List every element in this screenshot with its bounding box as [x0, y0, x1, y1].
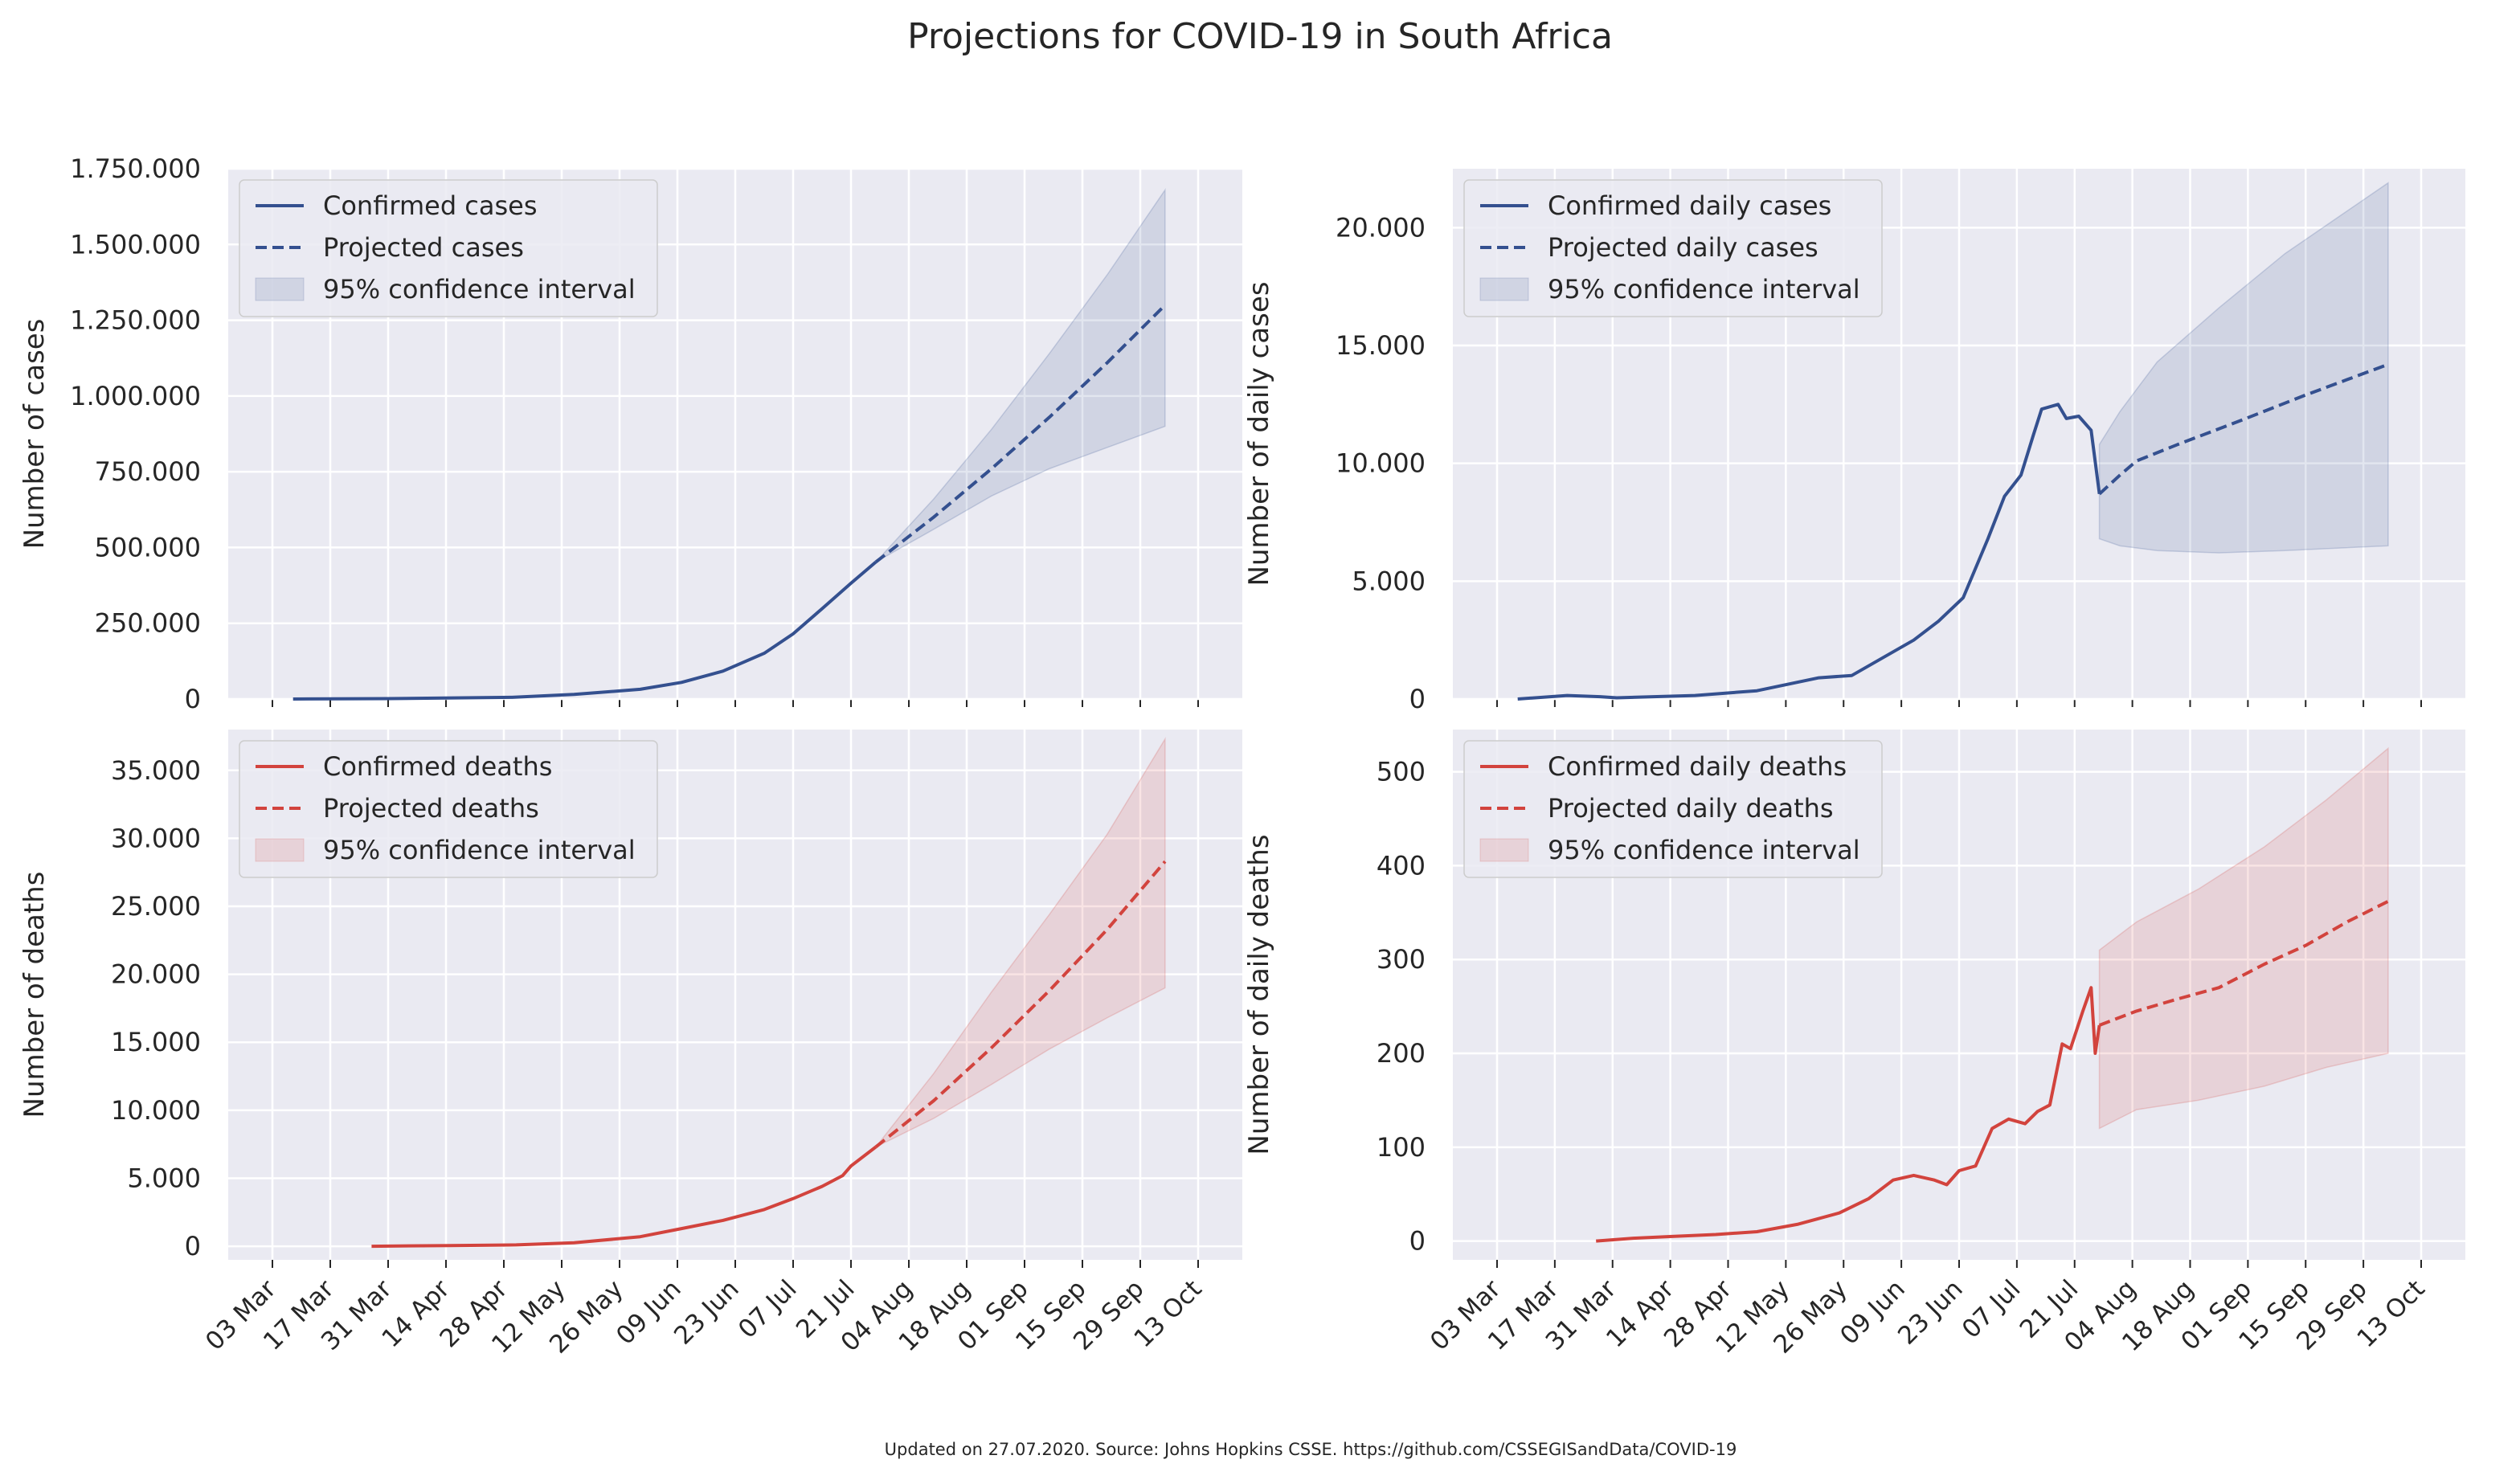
- confirmed-line: [1596, 986, 2101, 1243]
- legend-label: 95% confidence interval: [1548, 274, 1860, 305]
- y-tick-label: 5.000: [127, 1163, 201, 1193]
- y-tick-label: 0: [185, 1231, 201, 1261]
- y-tick-label: 750.000: [95, 456, 201, 487]
- confidence-band: [875, 187, 1166, 563]
- y-tick-label: 5.000: [1352, 566, 1426, 596]
- y-tick-label: 1.750.000: [70, 153, 201, 184]
- legend-label: Projected cases: [323, 232, 524, 263]
- y-tick-label: 0: [1409, 1226, 1426, 1257]
- confirmed-line: [371, 1145, 878, 1249]
- y-axis-label: Number of cases: [18, 319, 51, 550]
- projected-line: [874, 304, 1167, 564]
- legend-box: [239, 740, 658, 878]
- y-tick-label: 100: [1377, 1132, 1426, 1163]
- y-axis-label: Number of daily cases: [1243, 281, 1275, 586]
- legend-label: Projected daily deaths: [1548, 793, 1834, 824]
- legend-label: Confirmed cases: [323, 190, 538, 221]
- subplot-1: 0 250.000 500.000 750.000 1.000.000 1.250.000…: [18, 153, 1242, 714]
- y-tick-label: 250.000: [95, 608, 201, 639]
- y-tick-label: 10.000: [1336, 448, 1426, 479]
- y-tick-label: 300: [1377, 944, 1426, 975]
- subplot-2: 0 5.000 10.000 15.000 20.000 Number of daily …: [1243, 169, 2465, 714]
- legend-label: 95% confidence interval: [323, 835, 636, 865]
- y-tick-label: 1.000.000: [70, 381, 201, 411]
- y-tick-label: 400: [1377, 850, 1426, 881]
- confirmed-line: [292, 560, 878, 701]
- y-tick-label: 25.000: [111, 891, 201, 922]
- legend-label: Confirmed daily deaths: [1548, 751, 1847, 782]
- x-tick-label: 07 Jul: [733, 1274, 803, 1344]
- projected-line: [874, 860, 1167, 1149]
- y-tick-label: 30.000: [111, 823, 201, 853]
- y-tick-label: 200: [1377, 1038, 1426, 1069]
- x-tick-label: 09 Jun: [611, 1274, 687, 1351]
- confidence-band: [2098, 746, 2389, 1130]
- legend: Confirmed cases Projected cases 95% confid…: [239, 179, 658, 317]
- y-tick-label: 20.000: [1336, 212, 1426, 243]
- legend-label: 95% confidence interval: [323, 274, 636, 305]
- projected-line: [2098, 900, 2389, 1027]
- legend-label: Confirmed deaths: [323, 751, 552, 782]
- legend-label: 95% confidence interval: [1548, 835, 1860, 865]
- y-tick-label: 35.000: [111, 755, 201, 786]
- x-tick-label: 23 Jun: [669, 1274, 745, 1351]
- confidence-band: [2098, 182, 2389, 554]
- legend-box: [1463, 740, 1883, 878]
- y-axis-label: Number of daily deaths: [1243, 834, 1275, 1155]
- confirmed-line: [1517, 403, 2101, 701]
- y-tick-label: 0: [185, 684, 201, 714]
- y-tick-label: 1.250.000: [70, 305, 201, 336]
- y-tick-label: 500.000: [95, 532, 201, 562]
- x-tick-label: 09 Jun: [1835, 1274, 1911, 1351]
- legend-label: Projected daily cases: [1548, 232, 1818, 263]
- y-tick-label: 500: [1377, 757, 1426, 787]
- x-tick-label: 23 Jun: [1892, 1274, 1969, 1351]
- legend-band-swatch: [1479, 277, 1529, 301]
- figure-title: Projections for COVID-19 in South Africa: [907, 16, 1613, 57]
- y-tick-label: 15.000: [111, 1027, 201, 1057]
- legend-box: [239, 179, 658, 317]
- x-tick-label: 07 Jul: [1957, 1274, 2027, 1344]
- y-tick-label: 20.000: [111, 959, 201, 990]
- legend-label: Confirmed daily cases: [1548, 190, 1831, 221]
- y-tick-label: 10.000: [111, 1095, 201, 1126]
- legend-band-swatch: [255, 838, 305, 862]
- legend: Confirmed daily deaths Projected daily de…: [1463, 740, 1883, 878]
- legend-box: [1463, 179, 1883, 317]
- legend: Confirmed deaths Projected deaths 95% conf…: [239, 740, 658, 878]
- y-tick-label: 15.000: [1336, 330, 1426, 361]
- y-axis-label: Number of deaths: [18, 872, 51, 1118]
- legend: Confirmed daily cases Projected daily cas…: [1463, 179, 1883, 317]
- footer-note: Updated on 27.07.2020. Source: Johns Hop…: [884, 1440, 1737, 1459]
- y-tick-label: 0: [1409, 684, 1426, 714]
- legend-band-swatch: [255, 277, 305, 301]
- legend-label: Projected deaths: [323, 793, 539, 824]
- y-tick-label: 1.500.000: [70, 229, 201, 260]
- projected-line: [2098, 362, 2389, 496]
- legend-band-swatch: [1479, 838, 1529, 862]
